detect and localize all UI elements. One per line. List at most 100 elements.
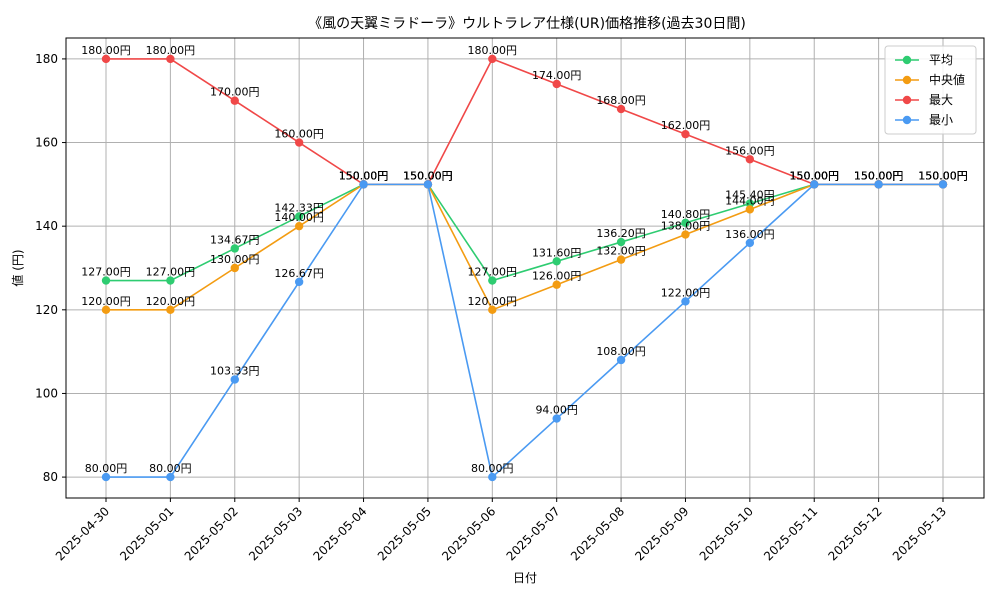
data-label: 150.00円 bbox=[789, 169, 839, 182]
data-point bbox=[552, 257, 561, 266]
data-label: 150.00円 bbox=[403, 169, 453, 182]
data-label: 142.33円 bbox=[274, 201, 324, 214]
data-label: 108.00円 bbox=[596, 345, 646, 358]
data-point bbox=[359, 180, 368, 189]
grid bbox=[66, 38, 984, 498]
data-label: 150.00円 bbox=[403, 169, 453, 182]
data-point bbox=[616, 355, 626, 365]
data-label: 150.00円 bbox=[918, 169, 968, 182]
x-tick-label: 2025-05-04 bbox=[310, 504, 369, 563]
y-tick-label: 160 bbox=[35, 136, 58, 150]
data-label: 180.00円 bbox=[81, 44, 131, 57]
series-0 bbox=[101, 180, 948, 285]
data-label: 170.00円 bbox=[210, 86, 260, 99]
data-label: 120.00円 bbox=[468, 295, 518, 308]
series-layer bbox=[101, 54, 948, 482]
series-3 bbox=[101, 180, 948, 482]
x-axis-title: 日付 bbox=[513, 571, 537, 585]
legend-marker bbox=[902, 95, 912, 105]
data-point bbox=[488, 54, 497, 64]
data-label: 136.20円 bbox=[596, 227, 646, 240]
data-label: 150.00円 bbox=[918, 169, 968, 182]
data-label: 120.00円 bbox=[146, 295, 196, 308]
data-label: 150.00円 bbox=[918, 169, 968, 182]
data-point bbox=[681, 230, 690, 239]
data-point bbox=[230, 244, 239, 253]
data-point bbox=[294, 277, 304, 287]
series-line bbox=[106, 183, 943, 311]
legend-label: 最大 bbox=[929, 93, 953, 107]
data-point bbox=[294, 138, 304, 147]
legend-marker bbox=[902, 55, 912, 65]
data-label: 131.60円 bbox=[532, 246, 582, 259]
x-tick-label: 2025-05-01 bbox=[117, 504, 176, 563]
legend-label: 中央値 bbox=[929, 72, 965, 87]
data-label: 145.40円 bbox=[725, 189, 775, 202]
data-label: 127.00円 bbox=[146, 266, 196, 279]
data-point bbox=[616, 104, 626, 114]
data-label: 140.80円 bbox=[661, 208, 711, 221]
data-point bbox=[745, 205, 755, 214]
data-point bbox=[166, 54, 175, 64]
x-tick-label: 2025-05-05 bbox=[375, 504, 434, 563]
data-label: 127.00円 bbox=[81, 266, 131, 279]
legend-box bbox=[884, 45, 977, 135]
data-label: 126.00円 bbox=[532, 270, 582, 283]
data-label: 150.00円 bbox=[339, 169, 389, 182]
x-tick-label: 2025-05-08 bbox=[568, 504, 627, 563]
data-label: 168.00円 bbox=[596, 94, 646, 107]
y-tick-label: 100 bbox=[35, 386, 58, 400]
data-point bbox=[488, 305, 497, 315]
data-label: 80.00円 bbox=[471, 462, 514, 475]
data-label: 140.00円 bbox=[274, 211, 324, 224]
data-point bbox=[101, 472, 111, 482]
data-label: 150.00円 bbox=[789, 169, 839, 182]
x-tick-label: 2025-05-03 bbox=[246, 504, 305, 563]
data-point bbox=[616, 255, 626, 264]
y-axis: 80 100 120 140 160 180 bbox=[35, 52, 66, 484]
data-label: 160.00円 bbox=[274, 128, 324, 141]
data-point bbox=[488, 472, 497, 482]
data-point bbox=[681, 218, 690, 228]
data-label: 150.00円 bbox=[789, 169, 839, 182]
x-axis: 2025-04-30 2025-05-01 2025-05-02 2025-05-03… bbox=[53, 498, 949, 563]
data-label: 150.00円 bbox=[918, 169, 968, 182]
data-label: 150.00円 bbox=[339, 169, 389, 182]
data-label: 80.00円 bbox=[85, 462, 128, 475]
x-tick-label: 2025-05-07 bbox=[504, 504, 563, 563]
series-line bbox=[106, 57, 943, 186]
data-point bbox=[230, 263, 239, 273]
plot-area bbox=[65, 37, 985, 499]
x-tick-label: 2025-05-10 bbox=[697, 504, 756, 563]
data-label: 156.00円 bbox=[725, 144, 775, 157]
data-label: 150.00円 bbox=[854, 169, 904, 182]
data-point bbox=[166, 305, 175, 315]
legend-marker bbox=[902, 75, 912, 85]
data-label: 130.00円 bbox=[210, 253, 260, 266]
x-tick-label: 2025-04-30 bbox=[53, 504, 112, 563]
data-label: 150.00円 bbox=[854, 169, 904, 182]
data-label: 144.00円 bbox=[725, 194, 775, 207]
data-label: 150.00円 bbox=[854, 169, 904, 182]
data-point bbox=[938, 180, 948, 189]
data-point bbox=[552, 280, 561, 289]
data-label: 150.00円 bbox=[789, 169, 839, 182]
data-point bbox=[230, 96, 239, 105]
data-point bbox=[101, 305, 111, 315]
data-label: 180.00円 bbox=[468, 44, 518, 57]
data-label: 94.00円 bbox=[535, 404, 578, 417]
data-point bbox=[874, 180, 883, 189]
x-tick-label: 2025-05-02 bbox=[182, 504, 241, 563]
data-point bbox=[101, 276, 111, 285]
data-label: 132.00円 bbox=[596, 245, 646, 258]
data-label: 162.00円 bbox=[661, 119, 711, 132]
data-point bbox=[745, 155, 755, 164]
data-point bbox=[552, 414, 561, 423]
x-tick-label: 2025-05-13 bbox=[890, 504, 949, 563]
data-point bbox=[488, 276, 497, 285]
chart-title: 《風の天翼ミラドーラ》ウルトラレア仕様(UR)価格推移(過去30日間) bbox=[308, 16, 746, 32]
data-label: 120.00円 bbox=[81, 295, 131, 308]
legend-label: 最小 bbox=[929, 113, 953, 127]
data-point bbox=[230, 375, 239, 384]
